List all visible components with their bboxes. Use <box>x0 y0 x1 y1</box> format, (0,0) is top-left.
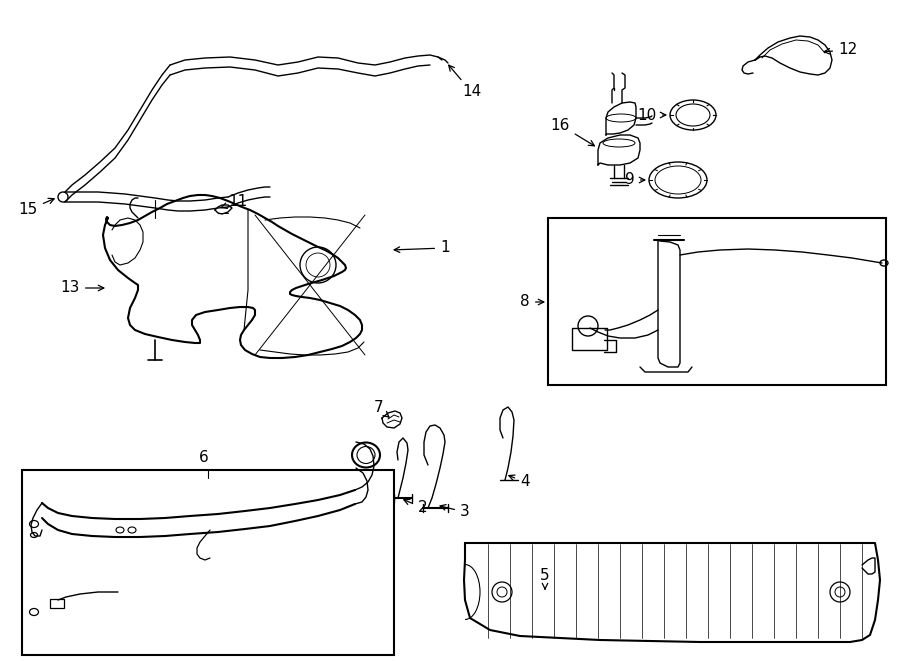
Text: 2: 2 <box>404 499 428 516</box>
Text: 13: 13 <box>60 280 104 295</box>
Text: 15: 15 <box>19 198 54 217</box>
Bar <box>22 470 394 655</box>
Text: 11: 11 <box>221 194 248 210</box>
Text: 8: 8 <box>520 295 544 309</box>
Bar <box>572 328 607 350</box>
Text: 6: 6 <box>199 450 209 465</box>
Bar <box>50 599 64 608</box>
Text: 10: 10 <box>638 108 666 122</box>
Text: 12: 12 <box>824 42 857 58</box>
Text: 5: 5 <box>540 568 550 589</box>
Text: 3: 3 <box>440 504 470 520</box>
Bar <box>548 218 886 385</box>
Text: 7: 7 <box>374 401 389 417</box>
Text: 16: 16 <box>551 118 594 146</box>
Text: 14: 14 <box>449 65 482 100</box>
Text: 4: 4 <box>508 475 529 490</box>
Text: 1: 1 <box>394 241 450 256</box>
Text: 9: 9 <box>626 173 644 188</box>
